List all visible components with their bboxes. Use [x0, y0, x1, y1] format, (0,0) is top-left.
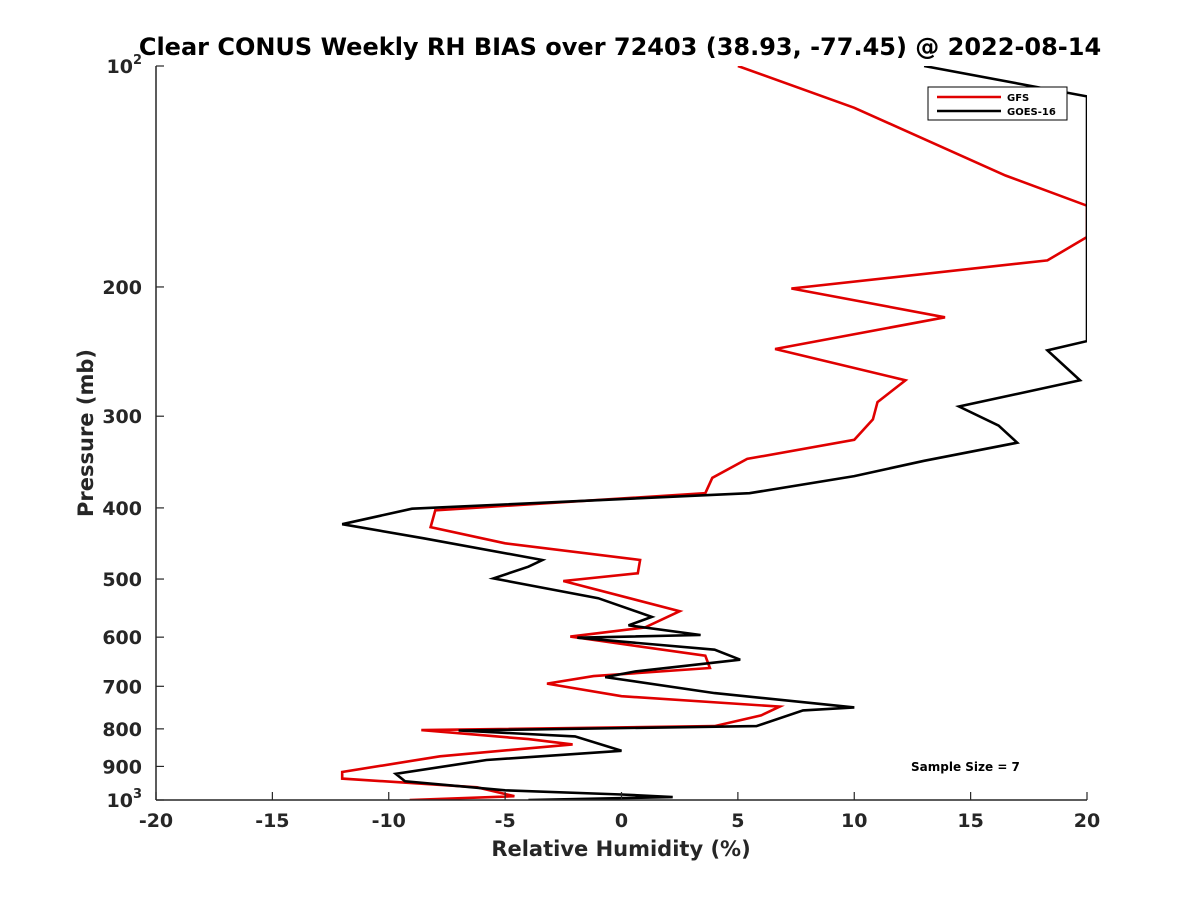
x-tick-label: -10 — [372, 810, 406, 832]
y-tick-label: 900 — [102, 756, 142, 778]
y-tick-label: 600 — [102, 627, 142, 649]
series-layer — [340, 66, 1087, 800]
y-tick-label: 300 — [102, 406, 142, 428]
x-tick-label: 0 — [615, 810, 628, 832]
x-tick-label: -20 — [139, 810, 173, 832]
series-line-goes16 — [341, 66, 1087, 800]
y-tick-label: 103 — [107, 787, 143, 812]
x-tick-label: -15 — [255, 810, 289, 832]
y-tick-label: 400 — [102, 498, 142, 520]
sample-size-annotation: Sample Size = 7 — [911, 760, 1020, 774]
series-line-gfs — [340, 66, 1087, 800]
legend-label-gfs: GFS — [1007, 93, 1029, 104]
legend: GFS GOES-16 — [927, 86, 1068, 121]
x-tick-label: 5 — [731, 810, 744, 832]
y-tick-label: 500 — [102, 569, 142, 591]
chart-title: Clear CONUS Weekly RH BIAS over 72403 (3… — [139, 33, 1101, 61]
x-axis-label: Relative Humidity (%) — [491, 837, 750, 861]
y-tick-label: 200 — [102, 277, 142, 299]
legend-box — [927, 86, 1068, 121]
y-axis-ticks: 102 200 300 400 500 600 700 800 900 103 — [102, 53, 164, 812]
y-tick-label: 102 — [107, 53, 143, 78]
plot-area — [156, 66, 1087, 800]
y-tick-label: 800 — [102, 719, 142, 741]
y-axis-label: Pressure (mb) — [74, 349, 98, 517]
x-tick-label: -5 — [495, 810, 516, 832]
x-axis-ticks: -20 -15 -10 -5 0 5 10 15 20 — [139, 792, 1100, 832]
y-tick-label: 700 — [102, 676, 142, 698]
legend-label-goes16: GOES-16 — [1007, 107, 1056, 118]
x-tick-label: 20 — [1074, 810, 1100, 832]
x-tick-label: 10 — [841, 810, 867, 832]
x-tick-label: 15 — [957, 810, 983, 832]
